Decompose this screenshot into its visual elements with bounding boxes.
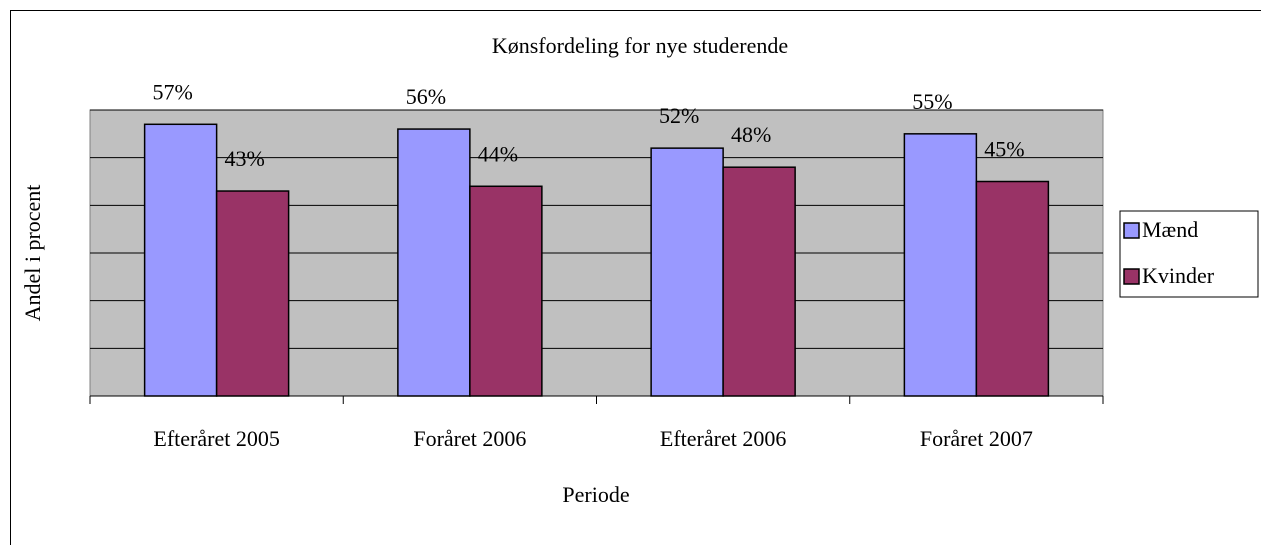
- x-tick-label: Efteråret 2005: [153, 426, 279, 451]
- bar: [975, 180, 1050, 397]
- bar: [215, 190, 290, 397]
- bar: [650, 147, 724, 397]
- x-axis-label: Periode: [562, 482, 629, 507]
- data-label: 55%: [912, 89, 952, 114]
- legend-swatch: [1123, 268, 1140, 285]
- chart-title: Kønsfordeling for nye studerende: [492, 33, 788, 58]
- y-axis-label: Andel i procent: [20, 185, 45, 322]
- data-label: 43%: [224, 146, 264, 171]
- legend-label: Kvinder: [1142, 263, 1215, 288]
- data-label: 44%: [478, 141, 518, 166]
- data-label: 57%: [152, 79, 192, 104]
- x-tick-label: Foråret 2006: [413, 426, 526, 451]
- bar: [469, 185, 543, 397]
- legend-label: Mænd: [1142, 217, 1198, 242]
- bar: [722, 166, 796, 397]
- legend: [1119, 210, 1259, 298]
- data-label: 52%: [659, 103, 699, 128]
- data-label: 45%: [984, 137, 1024, 162]
- bar: [143, 123, 218, 397]
- data-label: 56%: [406, 84, 446, 109]
- x-tick-label: Foråret 2007: [920, 426, 1033, 451]
- bar: [397, 128, 471, 397]
- x-tick-label: Efteråret 2006: [660, 426, 786, 451]
- data-label: 48%: [731, 122, 771, 147]
- legend-swatch: [1123, 222, 1140, 239]
- bar: [903, 133, 978, 397]
